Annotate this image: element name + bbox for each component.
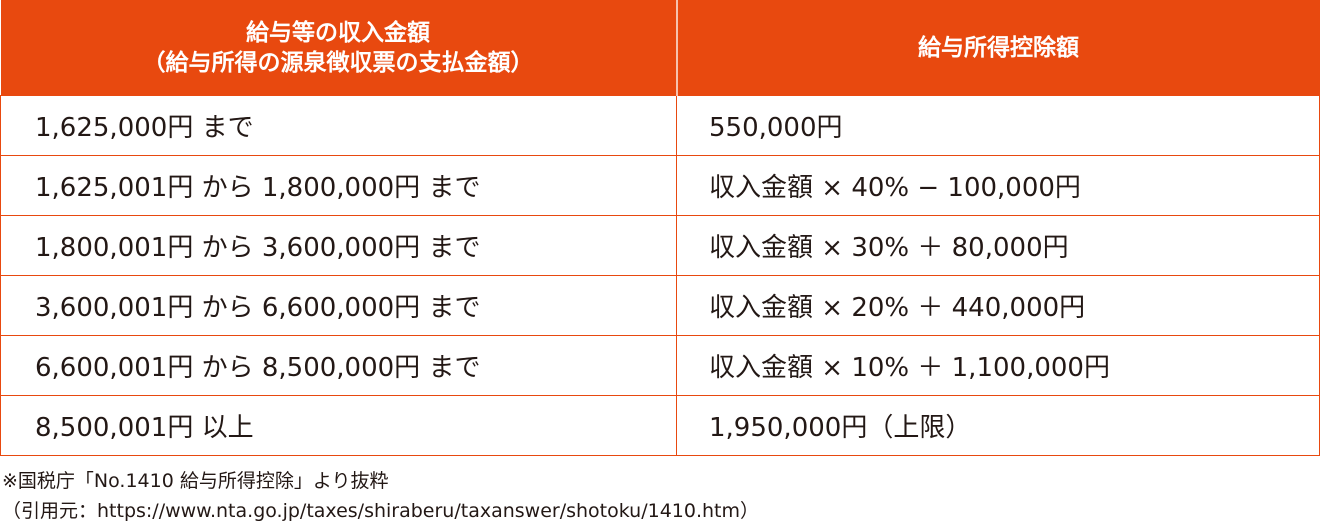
header-cell: 給与等の収入金額 （給与所得の源泉徴収票の支払金額）	[0, 0, 677, 96]
deduction-cell: 収入金額 × 30% ＋ 80,000円	[676, 215, 1320, 276]
deduction-cell: 収入金額 × 20% ＋ 440,000円	[676, 275, 1320, 336]
deduction-cell: 1,950,000円（上限）	[676, 395, 1320, 456]
table-row: 1,625,001円 から 1,800,000円 まで 収入金額 × 40% − …	[0, 155, 1320, 216]
income-cell: 6,600,001円 から 8,500,000円 まで	[0, 335, 677, 396]
header-cell: 給与所得控除額	[675, 0, 1320, 96]
header-line: 給与等の収入金額	[246, 19, 430, 46]
notes: ※国税庁「No.1410 給与所得控除」より抜粋 （引用元：https://ww…	[0, 466, 1320, 526]
table-row: 1,800,001円 から 3,600,000円 まで 収入金額 × 30% ＋ …	[0, 215, 1320, 276]
income-cell: 8,500,001円 以上	[0, 395, 677, 456]
table-row: 3,600,001円 から 6,600,000円 まで 収入金額 × 20% ＋ …	[0, 275, 1320, 336]
table-row: 6,600,001円 から 8,500,000円 まで 収入金額 × 10% ＋ …	[0, 335, 1320, 396]
deduction-cell: 550,000円	[676, 95, 1320, 156]
note: ※国税庁「No.1410 給与所得控除」より抜粋	[2, 470, 389, 492]
income-cell: 3,600,001円 から 6,600,000円 まで	[0, 275, 677, 336]
header-line: （給与所得の源泉徴収票の支払金額）	[142, 49, 534, 76]
table-row: 1,625,000円 まで 550,000円	[0, 95, 1320, 156]
deduction-cell: 収入金額 × 40% − 100,000円	[676, 155, 1320, 216]
note: （引用元：https://www.nta.go.jp/taxes/shirabe…	[2, 500, 760, 522]
income-cell: 1,625,000円 まで	[0, 95, 677, 156]
table-body: 1,625,000円 まで 550,000円 1,625,001円 から 1,800…	[0, 95, 1320, 456]
header-row: 給与等の収入金額 （給与所得の源泉徴収票の支払金額） 給与所得控除額	[0, 0, 1320, 96]
deduction-cell: 収入金額 × 10% ＋ 1,100,000円	[676, 335, 1320, 396]
deduction-table: 給与等の収入金額 （給与所得の源泉徴収票の支払金額） 給与所得控除額 1,625…	[0, 0, 1320, 456]
income-cell: 1,625,001円 から 1,800,000円 まで	[0, 155, 677, 216]
income-cell: 1,800,001円 から 3,600,000円 まで	[0, 215, 677, 276]
table-row: 8,500,001円 以上 1,950,000円（上限）	[0, 395, 1320, 456]
